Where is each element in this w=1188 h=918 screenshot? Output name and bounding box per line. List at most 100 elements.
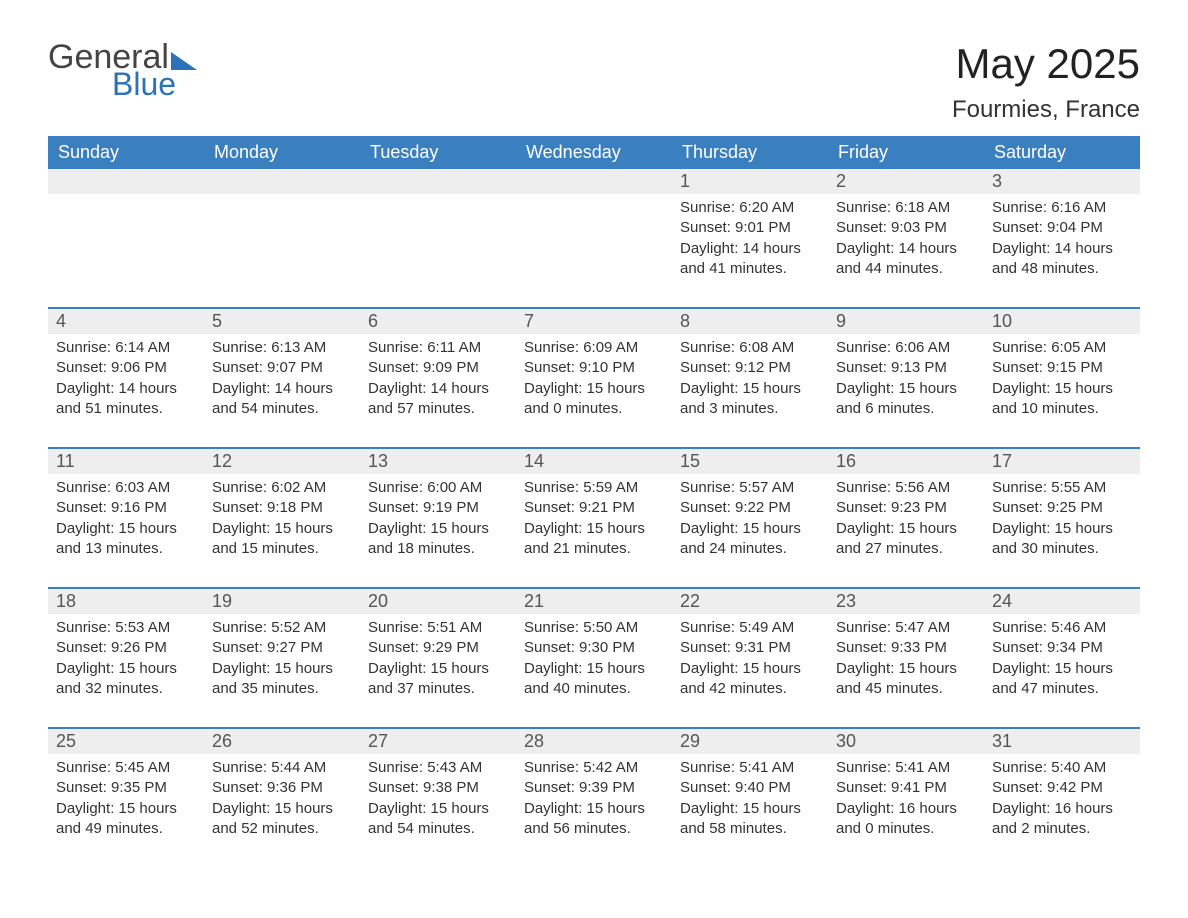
dow-cell: Sunday (48, 136, 204, 169)
sunset-line: Sunset: 9:13 PM (836, 358, 976, 378)
day-cell: 14Sunrise: 5:59 AMSunset: 9:21 PMDayligh… (516, 449, 672, 569)
day-body: Sunrise: 5:50 AMSunset: 9:30 PMDaylight:… (516, 614, 672, 699)
day-body: Sunrise: 6:13 AMSunset: 9:07 PMDaylight:… (204, 334, 360, 419)
day-body: Sunrise: 5:57 AMSunset: 9:22 PMDaylight:… (672, 474, 828, 559)
daylight-line: Daylight: 15 hours and 0 minutes. (524, 379, 664, 420)
sunrise-line: Sunrise: 6:02 AM (212, 478, 352, 498)
day-body: Sunrise: 5:41 AMSunset: 9:40 PMDaylight:… (672, 754, 828, 839)
sunset-line: Sunset: 9:09 PM (368, 358, 508, 378)
sunrise-line: Sunrise: 5:51 AM (368, 618, 508, 638)
day-body: Sunrise: 6:18 AMSunset: 9:03 PMDaylight:… (828, 194, 984, 279)
logo: General Blue (48, 40, 197, 100)
sunset-line: Sunset: 9:26 PM (56, 638, 196, 658)
sunset-line: Sunset: 9:25 PM (992, 498, 1132, 518)
day-cell: 21Sunrise: 5:50 AMSunset: 9:30 PMDayligh… (516, 589, 672, 709)
sunset-line: Sunset: 9:23 PM (836, 498, 976, 518)
day-cell: 6Sunrise: 6:11 AMSunset: 9:09 PMDaylight… (360, 309, 516, 429)
day-cell: 2Sunrise: 6:18 AMSunset: 9:03 PMDaylight… (828, 169, 984, 289)
daylight-line: Daylight: 15 hours and 52 minutes. (212, 799, 352, 840)
day-number: 12 (204, 449, 360, 474)
daylight-line: Daylight: 15 hours and 24 minutes. (680, 519, 820, 560)
day-body: Sunrise: 6:16 AMSunset: 9:04 PMDaylight:… (984, 194, 1140, 279)
dow-cell: Wednesday (516, 136, 672, 169)
day-cell: 9Sunrise: 6:06 AMSunset: 9:13 PMDaylight… (828, 309, 984, 429)
sunset-line: Sunset: 9:30 PM (524, 638, 664, 658)
day-body: Sunrise: 6:11 AMSunset: 9:09 PMDaylight:… (360, 334, 516, 419)
sunrise-line: Sunrise: 6:18 AM (836, 198, 976, 218)
daylight-line: Daylight: 15 hours and 21 minutes. (524, 519, 664, 560)
day-number: 31 (984, 729, 1140, 754)
sunset-line: Sunset: 9:18 PM (212, 498, 352, 518)
sunset-line: Sunset: 9:38 PM (368, 778, 508, 798)
daylight-line: Daylight: 15 hours and 45 minutes. (836, 659, 976, 700)
sunrise-line: Sunrise: 5:53 AM (56, 618, 196, 638)
day-body: Sunrise: 5:53 AMSunset: 9:26 PMDaylight:… (48, 614, 204, 699)
sunset-line: Sunset: 9:40 PM (680, 778, 820, 798)
daylight-line: Daylight: 15 hours and 35 minutes. (212, 659, 352, 700)
day-cell: 8Sunrise: 6:08 AMSunset: 9:12 PMDaylight… (672, 309, 828, 429)
day-number: 26 (204, 729, 360, 754)
daylight-line: Daylight: 15 hours and 27 minutes. (836, 519, 976, 560)
day-cell (360, 169, 516, 289)
day-cell: 27Sunrise: 5:43 AMSunset: 9:38 PMDayligh… (360, 729, 516, 849)
sunrise-line: Sunrise: 5:40 AM (992, 758, 1132, 778)
sunset-line: Sunset: 9:35 PM (56, 778, 196, 798)
sunset-line: Sunset: 9:03 PM (836, 218, 976, 238)
day-body: Sunrise: 5:47 AMSunset: 9:33 PMDaylight:… (828, 614, 984, 699)
sunset-line: Sunset: 9:41 PM (836, 778, 976, 798)
day-number (360, 169, 516, 194)
daylight-line: Daylight: 15 hours and 56 minutes. (524, 799, 664, 840)
day-body: Sunrise: 5:45 AMSunset: 9:35 PMDaylight:… (48, 754, 204, 839)
daylight-line: Daylight: 16 hours and 2 minutes. (992, 799, 1132, 840)
day-cell (516, 169, 672, 289)
day-number: 15 (672, 449, 828, 474)
day-body: Sunrise: 6:05 AMSunset: 9:15 PMDaylight:… (984, 334, 1140, 419)
daylight-line: Daylight: 15 hours and 3 minutes. (680, 379, 820, 420)
sunrise-line: Sunrise: 5:56 AM (836, 478, 976, 498)
dow-cell: Friday (828, 136, 984, 169)
sunrise-line: Sunrise: 6:11 AM (368, 338, 508, 358)
daylight-line: Daylight: 15 hours and 6 minutes. (836, 379, 976, 420)
day-cell: 12Sunrise: 6:02 AMSunset: 9:18 PMDayligh… (204, 449, 360, 569)
sunrise-line: Sunrise: 6:06 AM (836, 338, 976, 358)
sunrise-line: Sunrise: 5:44 AM (212, 758, 352, 778)
sunrise-line: Sunrise: 6:00 AM (368, 478, 508, 498)
day-number: 29 (672, 729, 828, 754)
daylight-line: Daylight: 14 hours and 44 minutes. (836, 239, 976, 280)
day-cell: 11Sunrise: 6:03 AMSunset: 9:16 PMDayligh… (48, 449, 204, 569)
day-number (516, 169, 672, 194)
sunset-line: Sunset: 9:34 PM (992, 638, 1132, 658)
sunrise-line: Sunrise: 5:55 AM (992, 478, 1132, 498)
sunrise-line: Sunrise: 5:41 AM (836, 758, 976, 778)
sunrise-line: Sunrise: 6:09 AM (524, 338, 664, 358)
week-row: 4Sunrise: 6:14 AMSunset: 9:06 PMDaylight… (48, 307, 1140, 429)
sunrise-line: Sunrise: 5:50 AM (524, 618, 664, 638)
day-body: Sunrise: 6:14 AMSunset: 9:06 PMDaylight:… (48, 334, 204, 419)
daylight-line: Daylight: 14 hours and 51 minutes. (56, 379, 196, 420)
sunset-line: Sunset: 9:16 PM (56, 498, 196, 518)
dow-cell: Thursday (672, 136, 828, 169)
day-body: Sunrise: 6:06 AMSunset: 9:13 PMDaylight:… (828, 334, 984, 419)
sunset-line: Sunset: 9:07 PM (212, 358, 352, 378)
day-body: Sunrise: 6:02 AMSunset: 9:18 PMDaylight:… (204, 474, 360, 559)
day-cell: 23Sunrise: 5:47 AMSunset: 9:33 PMDayligh… (828, 589, 984, 709)
daylight-line: Daylight: 15 hours and 10 minutes. (992, 379, 1132, 420)
day-body: Sunrise: 6:20 AMSunset: 9:01 PMDaylight:… (672, 194, 828, 279)
header: General Blue May 2025 Fourmies, France (48, 40, 1140, 124)
day-cell: 4Sunrise: 6:14 AMSunset: 9:06 PMDaylight… (48, 309, 204, 429)
sunrise-line: Sunrise: 6:13 AM (212, 338, 352, 358)
week-row: 11 Sunrise: 6:03 AMSunset: 9:16 PM Dayligh… (48, 447, 1140, 569)
sunset-line: Sunset: 9:10 PM (524, 358, 664, 378)
day-number: 11 (48, 449, 204, 474)
week-row: 18Sunrise: 5:53 AMSunset: 9:26 PMDayligh… (48, 587, 1140, 709)
day-cell: 25Sunrise: 5:45 AMSunset: 9:35 PMDayligh… (48, 729, 204, 849)
sunset-line: Sunset: 9:06 PM (56, 358, 196, 378)
sunrise-line: Sunrise: 6:03 AM (56, 478, 196, 498)
sunrise-line: Sunrise: 5:46 AM (992, 618, 1132, 638)
sunrise-line: Sunrise: 5:59 AM (524, 478, 664, 498)
day-cell: 29Sunrise: 5:41 AMSunset: 9:40 PMDayligh… (672, 729, 828, 849)
day-number: 28 (516, 729, 672, 754)
daylight-line: Daylight: 15 hours and 54 minutes. (368, 799, 508, 840)
day-cell: 22Sunrise: 5:49 AMSunset: 9:31 PMDayligh… (672, 589, 828, 709)
sunset-line: Sunset: 9:15 PM (992, 358, 1132, 378)
